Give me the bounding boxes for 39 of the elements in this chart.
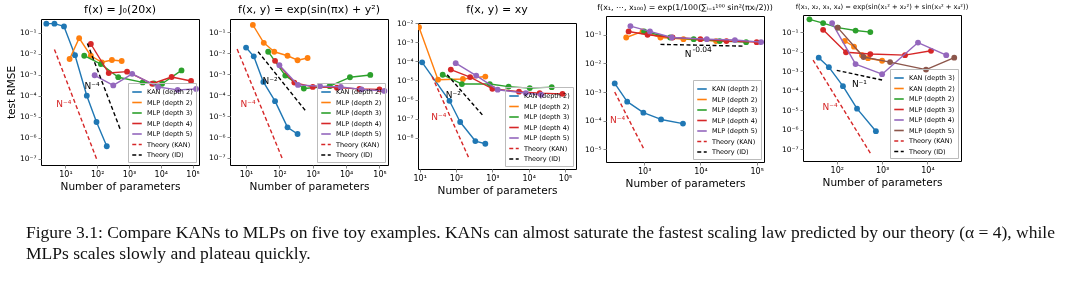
x-tick-label: 10⁴ bbox=[522, 173, 536, 183]
chart-title: f(x, y) = xy bbox=[466, 3, 529, 16]
x-axis-title: Number of parameters bbox=[625, 176, 746, 189]
annotation: N⁻² bbox=[445, 89, 462, 100]
x-tick-label: 10⁴ bbox=[154, 169, 168, 179]
x-axis-title: Number of parameters bbox=[437, 183, 558, 196]
x-tick-label: 10³ bbox=[122, 169, 137, 179]
x-tick-label: 10¹ bbox=[239, 169, 254, 179]
x-axis-title: Number of parameters bbox=[60, 179, 181, 192]
chart-title: f(x) = J₀(20x) bbox=[84, 3, 156, 16]
x-tick-label: 10⁴ bbox=[694, 166, 708, 176]
annotation: N⁻⁴ bbox=[609, 115, 626, 126]
x-tick-label: 10⁵ bbox=[558, 173, 573, 183]
x-axis-title: Number of parameters bbox=[822, 175, 943, 188]
annotation: N⁻⁴ bbox=[822, 101, 839, 112]
x-tick-label: 10⁵ bbox=[186, 169, 200, 179]
x-tick-label: 10⁵ bbox=[373, 169, 387, 179]
annotation: N⁻⁴ bbox=[431, 111, 447, 122]
x-tick-label: 10⁴ bbox=[921, 165, 935, 175]
x-axis-title: Number of parameters bbox=[249, 179, 370, 192]
x-tick-label: 10² bbox=[91, 169, 105, 179]
x-tick-label: 10³ bbox=[486, 173, 500, 183]
annotation: N⁻⁴ bbox=[84, 81, 101, 92]
annotation: N⁻¹ bbox=[851, 79, 868, 90]
annotation: N⁻⁴ bbox=[240, 98, 256, 109]
x-tick-label: 10³ bbox=[637, 166, 652, 176]
x-tick-label: 10¹ bbox=[59, 169, 73, 179]
x-tick-label: 10² bbox=[830, 165, 844, 175]
x-tick-label: 10⁵ bbox=[750, 166, 764, 176]
x-tick-label: 10⁴ bbox=[339, 169, 354, 179]
caption: Figure 3.1: Compare KANs to MLPs on five toy examples. KANs can almost saturate the fastest scaling law predicted by our theory (α = 4), while MLPs scales slowly and plateau quickly. bbox=[26, 222, 1056, 264]
y-axis-title: test RMSE bbox=[4, 65, 17, 120]
chart-title: f(x, y) = exp(sin(πx) + y²) bbox=[238, 3, 380, 16]
x-tick-label: 10³ bbox=[306, 169, 320, 179]
x-tick-label: 10¹ bbox=[413, 173, 427, 183]
annotation: N⁻⁴ bbox=[56, 99, 72, 110]
x-tick-label: 10² bbox=[449, 173, 464, 183]
x-tick-label: 10³ bbox=[875, 165, 890, 175]
x-tick-label: 10² bbox=[273, 169, 287, 179]
